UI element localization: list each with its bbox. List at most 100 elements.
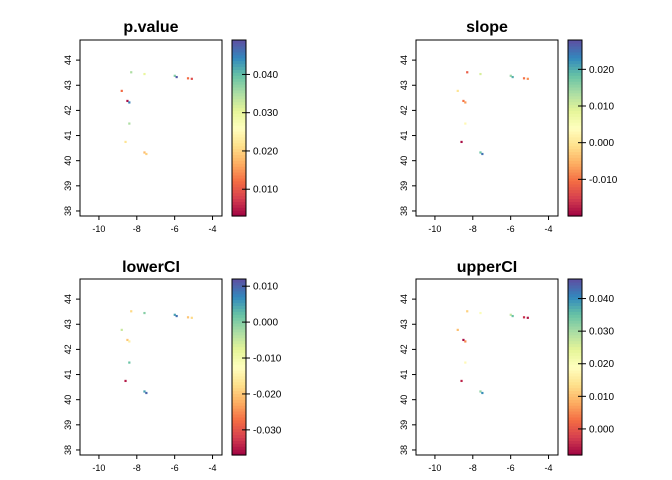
colorbar-cell	[568, 428, 582, 433]
colorbar-cell	[568, 128, 582, 132]
colorbar-cell	[232, 107, 246, 111]
colorbar-cell	[232, 325, 246, 330]
colorbar-cell	[232, 314, 246, 318]
data-cell	[511, 75, 514, 79]
y-tick-label: 42	[399, 344, 409, 354]
data-cell	[522, 316, 526, 319]
colorbar-cell	[232, 405, 246, 409]
panel-title: lowerCI	[122, 259, 180, 276]
colorbar-cell	[232, 51, 246, 56]
colorbar-cell	[232, 189, 246, 194]
colorbar-cell	[232, 119, 246, 123]
colorbar-cell	[232, 154, 246, 158]
colorbar-cell	[232, 98, 246, 103]
data-cell	[464, 361, 467, 364]
colorbar-cell	[568, 110, 582, 114]
colorbar-cell	[232, 431, 246, 436]
colorbar-cell	[568, 89, 582, 94]
colorbar-cell	[568, 434, 582, 438]
data-cell	[120, 328, 123, 331]
colorbar-cell	[232, 317, 246, 321]
colorbar-cell	[568, 361, 582, 365]
colorbar-cell	[568, 287, 582, 292]
colorbar-cell	[568, 325, 582, 330]
colorbar-cell	[568, 189, 582, 194]
data-cell	[462, 99, 465, 103]
colorbar-cell	[232, 302, 246, 306]
colorbar-cell	[568, 440, 582, 444]
colorbar-cell	[232, 40, 246, 44]
data-cell	[173, 313, 176, 316]
colorbar-tick-label: 0.040	[253, 70, 278, 81]
colorbar-cell	[232, 133, 246, 138]
data-cell	[126, 338, 129, 342]
colorbar-cell	[568, 369, 582, 374]
colorbar-cell	[568, 305, 582, 309]
colorbar-cell	[232, 78, 246, 82]
colorbar-cell	[232, 48, 246, 53]
data-cell	[479, 311, 482, 315]
plot-frame	[415, 39, 559, 217]
data-cell	[190, 316, 193, 319]
x-tick-label: -10	[92, 463, 105, 473]
colorbar-cell	[232, 57, 246, 62]
colorbar-cell	[568, 372, 582, 377]
colorbar-tick-label: 0.010	[589, 102, 614, 113]
x-tick-label: -6	[171, 224, 179, 234]
colorbar-cell	[232, 375, 246, 380]
colorbar-cell	[232, 393, 246, 397]
colorbar-cell	[232, 381, 246, 386]
data-cell	[466, 71, 469, 74]
colorbar-cell	[568, 334, 582, 339]
colorbar-cell	[568, 331, 582, 336]
colorbar-tick-label: 0.010	[253, 282, 278, 293]
colorbar-cell	[568, 317, 582, 321]
colorbar-cell	[568, 101, 582, 106]
y-tick-label: 39	[63, 181, 73, 191]
colorbar-cell	[568, 367, 582, 371]
colorbar-cell	[232, 92, 246, 97]
colorbar-cell	[568, 151, 582, 155]
y-tick-label: 39	[63, 420, 73, 430]
colorbar-cell	[232, 42, 246, 47]
data-cell	[479, 72, 482, 76]
colorbar-cell	[568, 340, 582, 345]
colorbar-cell	[232, 130, 246, 135]
data-cell	[526, 77, 529, 80]
colorbar-cell	[568, 378, 582, 383]
data-cell	[456, 89, 459, 92]
colorbar-cell	[232, 180, 246, 185]
colorbar-cell	[232, 204, 246, 208]
colorbar-tick-label: 0.000	[253, 318, 278, 329]
colorbar-cell	[232, 340, 246, 345]
colorbar-cell	[568, 399, 582, 403]
y-tick-label: 38	[63, 445, 73, 455]
colorbar-cell	[232, 419, 246, 424]
colorbar-cell	[568, 281, 582, 286]
y-tick-label: 44	[399, 294, 409, 304]
panel-title: p.value	[123, 19, 178, 36]
colorbar-cell	[568, 125, 582, 129]
data-cell	[124, 140, 127, 144]
colorbar-cell	[568, 75, 582, 79]
colorbar-cell	[568, 343, 582, 348]
colorbar-cell	[568, 352, 582, 356]
data-cell	[120, 89, 123, 92]
colorbar-cell	[568, 172, 582, 176]
colorbar-cell	[568, 425, 582, 430]
y-tick-label: 43	[399, 80, 409, 90]
y-tick-label: 41	[399, 131, 409, 141]
colorbar-tick-label: -0.010	[589, 175, 618, 186]
y-tick-label: 38	[399, 206, 409, 216]
colorbar-cell	[232, 192, 246, 197]
colorbar-cell	[568, 113, 582, 117]
y-tick-label: 40	[399, 395, 409, 405]
colorbar-tick-label: -0.030	[253, 425, 282, 436]
colorbar-cell	[568, 95, 582, 100]
colorbar-cell	[232, 387, 246, 392]
data-cell	[526, 316, 529, 319]
colorbar-cell	[232, 346, 246, 350]
colorbar-cell	[232, 434, 246, 438]
colorbar-cell	[232, 213, 246, 217]
data-cell	[175, 314, 178, 318]
